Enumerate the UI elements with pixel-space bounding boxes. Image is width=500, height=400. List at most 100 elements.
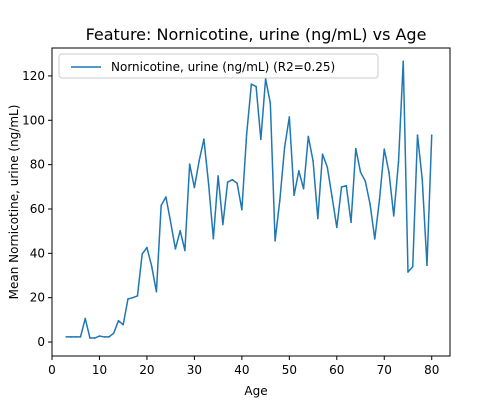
data-point <box>283 146 286 149</box>
data-point <box>312 160 314 162</box>
x-tick-label: 50 <box>282 363 297 377</box>
data-point <box>383 148 386 150</box>
data-point <box>335 226 338 229</box>
data-point <box>354 147 357 150</box>
data-point <box>184 249 186 252</box>
plot-frame <box>51 47 451 357</box>
data-point <box>146 246 148 249</box>
y-tick-label: 20 <box>30 291 45 305</box>
data-point <box>402 60 405 63</box>
data-point <box>141 253 143 255</box>
data-point <box>392 215 395 217</box>
data-point <box>302 188 305 190</box>
x-axis: 0 10 20 30 40 50 60 70 80 <box>48 356 439 377</box>
data-point <box>260 138 262 141</box>
data-point <box>288 116 291 118</box>
data-point <box>217 175 219 177</box>
x-tick-label: 30 <box>187 363 202 377</box>
data-point <box>407 271 409 273</box>
data-point <box>274 239 276 242</box>
data-point <box>236 182 238 185</box>
data-point <box>117 319 120 322</box>
data-point <box>70 336 72 338</box>
x-tick-label: 20 <box>139 363 154 377</box>
data-point <box>345 184 348 187</box>
data-point <box>416 134 419 136</box>
y-tick-label: 60 <box>30 202 45 216</box>
data-point <box>108 336 110 338</box>
data-point <box>321 153 324 156</box>
data-point <box>298 170 300 172</box>
x-tick-label: 0 <box>48 363 56 377</box>
data-point <box>127 298 129 300</box>
data-point <box>411 265 414 268</box>
data-point <box>89 337 91 339</box>
data-point <box>136 295 139 297</box>
data-point <box>226 181 229 183</box>
y-tick-label: 100 <box>22 113 45 127</box>
data-point <box>98 335 101 337</box>
chart-title: Feature: Nornicotine, urine (ng/mL) vs A… <box>86 25 427 44</box>
data-point <box>421 178 424 180</box>
data-point <box>212 237 215 240</box>
x-tick-label: 40 <box>234 363 249 377</box>
legend: Nornicotine, urine (ng/mL) (R2=0.25) <box>58 53 379 79</box>
data-point <box>255 85 257 88</box>
series-line <box>66 60 433 339</box>
data-point <box>331 195 333 198</box>
data-point <box>426 264 428 267</box>
data-point <box>93 337 96 339</box>
data-point <box>369 203 371 205</box>
data-point <box>169 221 172 224</box>
data-point <box>250 83 253 85</box>
data-point <box>373 238 376 240</box>
data-point <box>131 296 134 299</box>
data-point <box>160 204 162 207</box>
data-point <box>179 229 181 232</box>
data-point <box>388 171 390 174</box>
data-point <box>207 183 210 186</box>
x-tick-label: 80 <box>424 363 439 377</box>
data-point <box>340 186 343 188</box>
data-point <box>79 336 82 338</box>
data-point <box>155 290 158 293</box>
y-tick-label: 40 <box>30 246 45 260</box>
data-point <box>188 163 191 165</box>
data-point <box>326 166 329 168</box>
data-point <box>307 135 310 138</box>
x-tick-label: 70 <box>377 363 392 377</box>
data-point <box>241 208 243 211</box>
data-point <box>122 323 124 326</box>
x-axis-label: Age <box>244 384 267 398</box>
data-point <box>150 265 153 267</box>
legend-box <box>58 53 379 79</box>
data-point <box>378 198 381 201</box>
legend-label: Nornicotine, urine (ng/mL) (R2=0.25) <box>111 60 335 74</box>
data-point <box>430 134 433 136</box>
data-point <box>174 248 177 250</box>
data-point <box>84 317 87 320</box>
x-tick-label: 60 <box>329 363 344 377</box>
data-point <box>74 336 77 338</box>
data-point <box>364 180 367 182</box>
data-point <box>112 332 115 334</box>
y-tick-label: 120 <box>22 69 45 83</box>
y-tick-label: 0 <box>37 335 45 349</box>
data-point <box>279 199 281 201</box>
data-point <box>165 196 167 198</box>
data-point <box>231 178 234 181</box>
data-point <box>245 133 248 136</box>
data-point <box>103 336 106 338</box>
data-point <box>397 161 400 163</box>
data-point <box>65 336 68 338</box>
x-tick-label: 10 <box>92 363 107 377</box>
y-tick-label: 80 <box>30 158 45 172</box>
data-point <box>359 171 362 173</box>
data-point <box>350 221 352 224</box>
data-point <box>222 223 224 226</box>
data-point <box>203 138 205 140</box>
data-point <box>269 102 272 105</box>
data-point <box>198 160 200 162</box>
y-axis-label: Mean Nornicotine, urine (ng/mL) <box>7 105 21 300</box>
